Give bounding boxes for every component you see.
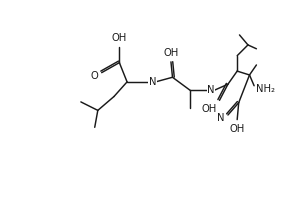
Text: N: N xyxy=(149,77,156,87)
Text: N: N xyxy=(217,113,225,123)
Text: NH₂: NH₂ xyxy=(256,84,276,94)
Text: OH: OH xyxy=(230,124,245,134)
Text: O: O xyxy=(90,71,98,81)
Text: OH: OH xyxy=(201,104,216,114)
Text: OH: OH xyxy=(163,48,179,58)
Text: N: N xyxy=(207,85,215,95)
Text: OH: OH xyxy=(112,33,127,43)
